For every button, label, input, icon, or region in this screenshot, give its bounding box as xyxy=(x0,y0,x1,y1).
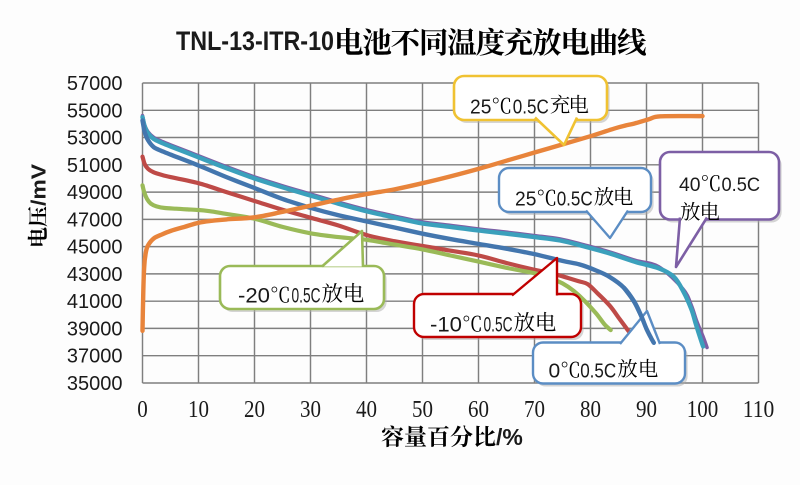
svg-text:53000: 53000 xyxy=(67,128,123,150)
svg-text:TNL-13-ITR-10: TNL-13-ITR-10 xyxy=(176,26,334,56)
svg-text:0.5C: 0.5C xyxy=(557,188,593,211)
svg-text:25: 25 xyxy=(470,96,491,119)
svg-text:20: 20 xyxy=(244,397,265,423)
svg-text:10: 10 xyxy=(188,397,209,423)
svg-text:90: 90 xyxy=(636,397,657,423)
svg-text:40: 40 xyxy=(356,397,377,423)
svg-text:110: 110 xyxy=(743,397,775,423)
svg-text:60: 60 xyxy=(468,397,489,423)
svg-text:80: 80 xyxy=(580,397,601,423)
svg-text:0: 0 xyxy=(137,397,148,423)
svg-text:41000: 41000 xyxy=(67,291,123,313)
svg-text:0.5C: 0.5C xyxy=(722,174,761,196)
svg-text:0: 0 xyxy=(549,361,561,383)
svg-text:49000: 49000 xyxy=(67,182,123,204)
svg-text:70: 70 xyxy=(524,397,545,423)
svg-text:0.5C: 0.5C xyxy=(580,361,616,383)
svg-text:43000: 43000 xyxy=(67,264,123,286)
svg-text:30: 30 xyxy=(300,397,321,423)
svg-text:39000: 39000 xyxy=(67,318,123,340)
svg-text:-10: -10 xyxy=(430,313,462,337)
svg-text:51000: 51000 xyxy=(67,155,123,177)
svg-text:0.5C: 0.5C xyxy=(513,96,549,119)
svg-text:-20: -20 xyxy=(238,284,270,308)
svg-text:/%: /% xyxy=(496,424,523,450)
svg-text:/mV: /mV xyxy=(29,163,51,206)
svg-text:45000: 45000 xyxy=(67,237,123,259)
svg-text:0.5C: 0.5C xyxy=(292,284,321,308)
svg-text:55000: 55000 xyxy=(67,100,123,122)
svg-text:40: 40 xyxy=(679,174,701,196)
svg-text:0.5C: 0.5C xyxy=(484,313,513,337)
svg-text:37000: 37000 xyxy=(67,346,123,368)
svg-text:47000: 47000 xyxy=(67,209,123,231)
svg-text:35000: 35000 xyxy=(67,373,123,395)
svg-text:25: 25 xyxy=(515,188,536,211)
svg-text:100: 100 xyxy=(687,397,719,423)
svg-text:57000: 57000 xyxy=(67,73,123,95)
svg-text:50: 50 xyxy=(412,397,433,423)
